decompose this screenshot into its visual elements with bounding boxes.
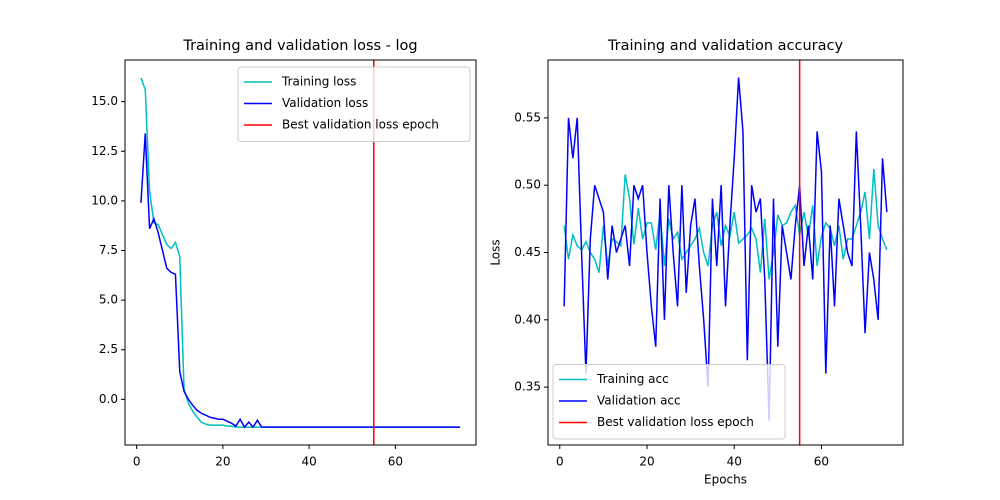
y-tick-label: 10.0	[91, 193, 118, 207]
x-tick-label: 0	[556, 455, 564, 469]
y-tick-label: 5.0	[99, 293, 118, 307]
legend-box	[237, 66, 471, 142]
x-axis-label: Epochs	[704, 473, 747, 487]
legend-label: Best validation loss epoch	[597, 415, 754, 429]
legend-box	[552, 364, 786, 440]
data-line	[563, 168, 888, 280]
data-line	[140, 133, 461, 429]
y-tick-label: 0.45	[514, 245, 541, 259]
y-tick-label: 0.50	[514, 178, 541, 192]
legend: Training loss Validation loss Best validat…	[237, 66, 471, 142]
y-tick-label: 0.0	[99, 392, 118, 406]
legend-label: Training acc	[596, 372, 669, 386]
y-tick-label: 0.35	[514, 380, 541, 394]
plot-frame	[547, 59, 904, 446]
y-tick-label: 15.0	[91, 94, 118, 108]
y-tick-label: 0.55	[514, 110, 541, 124]
y-tick-label: 12.5	[91, 144, 118, 158]
subplot: Training and validation accuracy 0 20 40 60 0…	[489, 38, 904, 487]
chart-title: Training and validation accuracy	[607, 38, 844, 54]
legend-label: Validation acc	[597, 394, 681, 408]
y-tick-label: 7.5	[99, 243, 118, 257]
x-tick-label: 40	[727, 455, 742, 469]
legend: Training acc Validation acc Best validatio…	[552, 364, 786, 440]
x-tick-label: 60	[388, 455, 403, 469]
data-line	[563, 77, 888, 421]
legend-label: Training loss	[281, 75, 356, 89]
x-tick-label: 20	[639, 455, 654, 469]
y-tick-label: 0.40	[514, 312, 541, 326]
x-tick-label: 60	[814, 455, 829, 469]
y-axis-label: Loss	[489, 239, 503, 265]
x-tick-label: 0	[133, 455, 141, 469]
legend-label: Best validation loss epoch	[282, 118, 439, 132]
chart-title: Training and validation loss - log	[182, 38, 417, 54]
legend-label: Validation loss	[282, 96, 368, 110]
x-tick-label: 40	[301, 455, 316, 469]
plot-frame	[124, 59, 477, 446]
x-tick-label: 20	[215, 455, 230, 469]
y-tick-label: 2.5	[99, 342, 118, 356]
subplot: Training and validation loss - log 0 20 40 6…	[91, 38, 477, 469]
